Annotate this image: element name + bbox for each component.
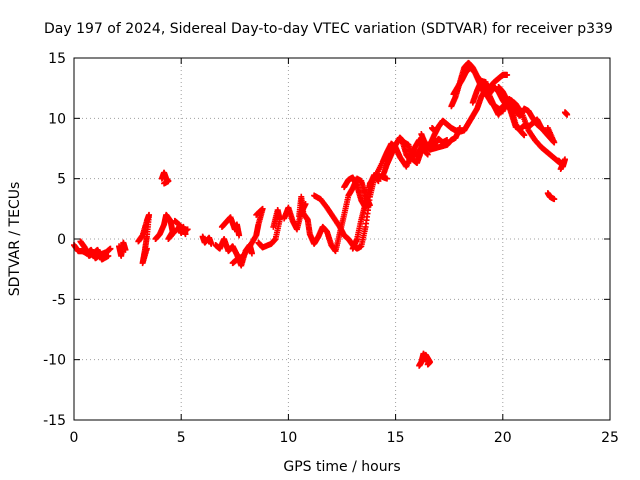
x-tick-label: 20: [494, 430, 512, 446]
y-tick-label: -15: [43, 413, 66, 429]
data-point: [143, 245, 150, 252]
data-point: [270, 223, 277, 230]
data-point: [557, 166, 564, 173]
x-tick-label: 5: [177, 430, 186, 446]
y-tick-label: -10: [43, 353, 66, 369]
data-point: [105, 252, 112, 259]
x-tick-labels: 0 5 10 15 20 25: [70, 430, 619, 446]
x-tick-label: 25: [601, 430, 619, 446]
y-tick-label: -5: [52, 292, 66, 308]
y-tick-label: 15: [48, 51, 66, 67]
data-point: [544, 124, 551, 131]
data-point: [161, 180, 168, 187]
y-tick-label: 5: [57, 172, 66, 188]
x-tick-label: 0: [70, 430, 79, 446]
y-tick-label: 10: [48, 111, 66, 127]
data-point: [551, 196, 558, 203]
data-point: [564, 111, 571, 118]
data-point: [236, 232, 243, 239]
data-point: [107, 245, 114, 252]
data-point: [456, 124, 463, 131]
data-point: [424, 361, 431, 368]
x-axis-label: GPS time / hours: [283, 459, 400, 475]
grid: [74, 58, 610, 420]
data-point: [424, 151, 431, 158]
data-point: [253, 211, 260, 218]
data-point: [384, 175, 391, 182]
data-point: [248, 250, 255, 257]
data-point: [422, 356, 429, 363]
data-point: [375, 178, 382, 185]
tick-marks: [73, 57, 611, 421]
data-point: [184, 226, 191, 233]
data-point: [431, 127, 438, 134]
x-tick-label: 15: [387, 430, 405, 446]
x-tick-label: 10: [279, 430, 297, 446]
data-point: [504, 71, 511, 78]
y-tick-labels: -15 -10 -5 0 5 10 15: [43, 51, 66, 429]
chart-title: Day 197 of 2024, Sidereal Day-to-day VTE…: [44, 21, 613, 37]
y-axis-label: SDTVAR / TECUs: [7, 182, 23, 297]
data-point: [521, 132, 528, 139]
series-sdtvar: [71, 59, 571, 369]
data-point: [122, 246, 129, 253]
y-tick-label: 0: [57, 232, 66, 248]
data-point: [208, 240, 215, 247]
data-points: [71, 59, 571, 369]
